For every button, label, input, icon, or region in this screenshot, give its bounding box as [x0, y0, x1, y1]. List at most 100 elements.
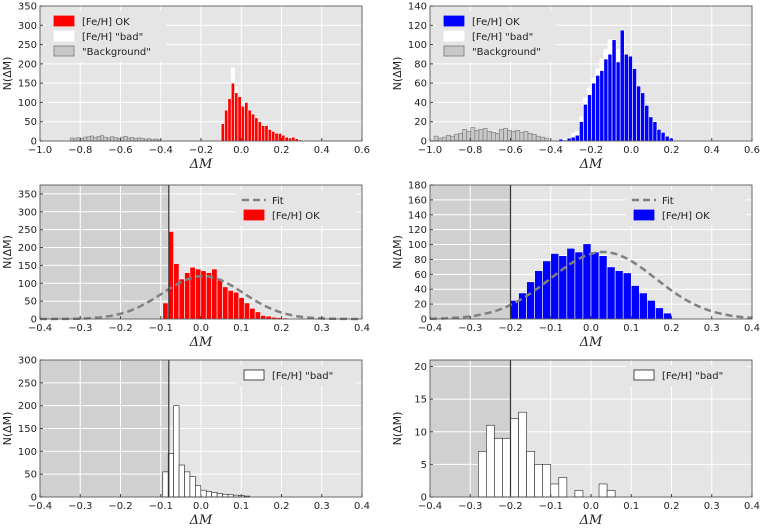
legend-label: [Fe/H] "bad": [472, 32, 533, 43]
x-tick-label: −0.3: [458, 501, 482, 512]
ok-bar: [510, 300, 519, 320]
y-tick-label: 200: [18, 401, 37, 412]
legend-label: [Fe/H] OK: [82, 17, 130, 28]
bad-bar: [550, 483, 560, 498]
ok-bar: [200, 270, 207, 320]
x-tick-label: −0.1: [539, 323, 563, 334]
background-bar: [535, 135, 541, 142]
y-tick-label: 100: [18, 98, 37, 109]
y-tick-label: 40: [414, 285, 427, 296]
x-tick-label: 0.0: [583, 501, 599, 512]
bad-bar: [178, 464, 185, 498]
background-bar: [445, 134, 451, 142]
legend: [Fe/H] OK [Fe/H] "bad" "Background": [436, 11, 556, 62]
background-bar: [523, 131, 529, 142]
y-axis-label: N(ΔM): [391, 235, 404, 269]
y-tick-label: 250: [18, 40, 37, 51]
y-tick-label: 0: [31, 137, 37, 148]
background-bar: [490, 132, 496, 142]
x-tick-label: −0.8: [68, 145, 92, 156]
fit-curve: [430, 250, 753, 320]
background-bar: [507, 130, 512, 142]
ok-bar: [615, 61, 621, 142]
legend-swatch-ok: [633, 209, 655, 221]
y-tick-label: 20: [414, 117, 427, 128]
ok-bar: [640, 92, 646, 142]
y-tick-label: 200: [18, 243, 37, 254]
ok-bar: [265, 315, 272, 320]
legend-box: [236, 365, 356, 386]
y-tick-label: 300: [18, 356, 37, 367]
ok-bar: [251, 113, 256, 142]
bad-bar: [558, 477, 568, 498]
x-tick-label: −0.3: [68, 323, 92, 334]
bad-bar: [216, 493, 223, 498]
y-tick-label: 20: [414, 362, 427, 373]
legend: [Fe/H] OK [Fe/H] "bad" "Background": [46, 11, 166, 62]
bad-bar: [189, 476, 196, 498]
y-tick-label: 160: [408, 195, 427, 206]
ok-bar: [644, 105, 650, 142]
y-axis-label: N(ΔM): [1, 57, 14, 91]
x-tick-label: −0.4: [539, 145, 563, 156]
x-tick-label: 0.2: [664, 501, 680, 512]
ok-bar: [652, 121, 658, 142]
x-tick-label: −0.2: [498, 323, 522, 334]
y-tick-label: 150: [18, 261, 37, 272]
legend-label: "Background": [472, 47, 541, 58]
y-tick-label: 100: [18, 279, 37, 290]
x-tick-label: 0.3: [704, 323, 720, 334]
ok-bar: [558, 255, 568, 320]
legend: [Fe/H] "bad": [626, 365, 746, 386]
x-axis-label: ΔM: [579, 335, 603, 350]
legend: Fit [Fe/H] OK: [236, 190, 356, 226]
background-bar: [137, 137, 142, 142]
ok-bar: [216, 279, 223, 320]
ok-bar: [267, 129, 272, 142]
bad-bar: [205, 491, 212, 498]
ok-bar: [574, 251, 584, 320]
ok-bar: [632, 68, 637, 142]
x-tick-label: 0.0: [623, 145, 639, 156]
ok-bar: [606, 266, 616, 320]
ok-bar: [623, 53, 629, 142]
x-tick-label: −0.6: [108, 145, 132, 156]
ok-bar: [583, 104, 588, 142]
ok-bar: [607, 53, 613, 142]
y-tick-label: 140: [408, 210, 427, 221]
bad-bar: [502, 437, 511, 498]
ok-bar: [526, 281, 535, 320]
legend-swatch-ok: [443, 15, 465, 27]
y-axis-label: N(ΔM): [391, 57, 404, 91]
panel-tr: −1.0 −0.8 −0.6 −0.4 −0.2 0.0 0.2 0.4 0.6 0 20 40 60 8…: [391, 2, 760, 173]
ok-bar: [222, 286, 229, 320]
ok-bar: [619, 29, 625, 142]
bad-bar: [518, 411, 527, 498]
x-tick-label: 0.0: [193, 323, 209, 334]
x-tick-label: −0.4: [418, 323, 442, 334]
y-tick-label: 60: [414, 79, 427, 90]
x-tick-label: 0.4: [314, 145, 330, 156]
ok-bar: [227, 98, 232, 142]
bad-bar: [184, 471, 191, 498]
ok-bar: [656, 129, 662, 142]
bad-bar: [598, 483, 608, 498]
background-bar: [120, 136, 125, 142]
y-tick-label: 80: [414, 255, 427, 266]
x-tick-label: −1.0: [418, 145, 442, 156]
y-tick-label: 120: [408, 21, 427, 32]
y-axis-label: N(ΔM): [391, 412, 404, 446]
ok-bar: [579, 121, 584, 142]
legend: Fit [Fe/H] OK: [626, 190, 746, 226]
ok-bar: [281, 134, 286, 142]
ok-bar: [599, 70, 605, 142]
background-bar: [140, 138, 145, 142]
legend-swatch-bad: [443, 30, 465, 42]
ok-bar: [628, 55, 633, 142]
x-tick-label: −0.6: [498, 145, 522, 156]
background-bar: [470, 127, 476, 142]
x-tick-label: −0.1: [539, 501, 563, 512]
y-tick-label: 100: [408, 40, 427, 51]
bad-bar: [195, 485, 202, 498]
